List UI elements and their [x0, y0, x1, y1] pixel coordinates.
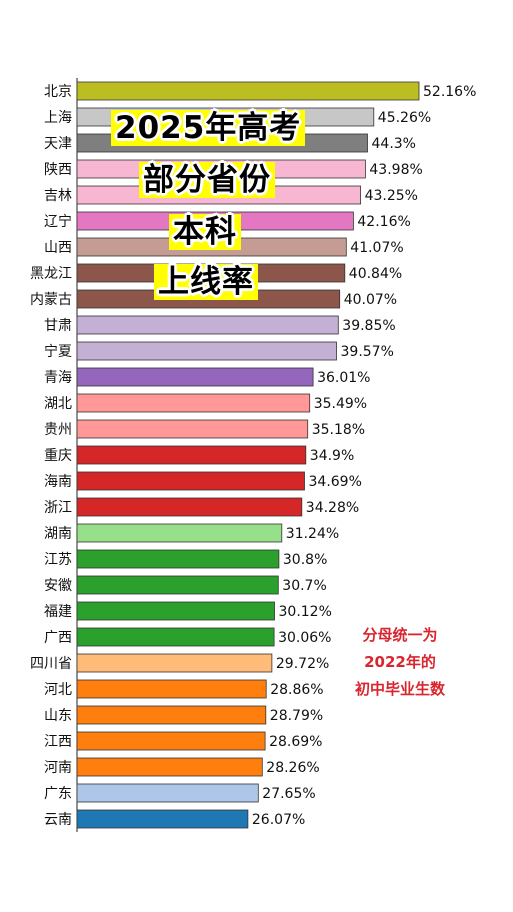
value-label-8: 40.07% [344, 292, 397, 308]
value-label-6: 41.07% [350, 240, 403, 256]
value-label-25: 28.69% [269, 734, 322, 750]
category-label-1: 上海 [44, 110, 72, 126]
category-label-5: 辽宁 [44, 213, 72, 230]
value-label-17: 31.24% [286, 526, 339, 542]
value-label-15: 34.69% [309, 474, 362, 490]
category-label-4: 吉林 [44, 188, 72, 204]
bar-16 [76, 497, 303, 517]
category-label-0: 北京 [44, 84, 72, 100]
category-label-26: 河南 [44, 760, 72, 776]
value-label-10: 39.57% [341, 344, 394, 360]
category-label-20: 福建 [44, 604, 72, 620]
category-label-28: 云南 [44, 812, 72, 828]
annotation-line-2: 2022年的 [364, 653, 436, 671]
value-label-12: 35.49% [314, 396, 367, 412]
bar-20 [76, 601, 275, 621]
bar-28 [76, 809, 249, 829]
category-label-11: 青海 [44, 370, 72, 386]
category-label-18: 江苏 [44, 552, 72, 568]
annotation-line-1: 分母统一为 [362, 626, 438, 644]
bar-18 [76, 549, 280, 569]
category-label-10: 宁夏 [44, 343, 72, 360]
value-label-28: 26.07% [252, 812, 305, 828]
category-label-9: 甘肃 [44, 318, 72, 334]
value-label-26: 28.26% [266, 760, 319, 776]
title-line-3: 本科 [169, 214, 241, 250]
value-label-4: 43.25% [365, 188, 418, 204]
category-label-3: 陕西 [44, 162, 72, 178]
bar-19 [76, 575, 279, 595]
value-label-19: 30.7% [282, 578, 326, 594]
category-label-27: 广东 [44, 786, 72, 802]
category-label-23: 河北 [44, 682, 72, 698]
bar-0 [76, 81, 420, 101]
value-label-22: 29.72% [276, 656, 329, 672]
category-label-24: 山东 [44, 708, 72, 724]
value-label-7: 40.84% [349, 266, 402, 282]
category-label-8: 内蒙古 [30, 292, 72, 308]
bar-27 [76, 783, 259, 803]
bar-10 [76, 341, 337, 361]
bar-24 [76, 705, 267, 725]
value-label-24: 28.79% [270, 708, 323, 724]
category-label-15: 海南 [44, 474, 72, 490]
title-line-2: 部分省份 [139, 162, 275, 198]
category-label-19: 安徽 [44, 578, 72, 594]
bar-23 [76, 679, 267, 699]
title-line-1: 2025年高考 [111, 110, 306, 146]
value-label-5: 42.16% [357, 214, 410, 230]
bar-15 [76, 471, 305, 491]
value-label-1: 45.26% [378, 110, 431, 126]
category-label-25: 江西 [44, 734, 72, 750]
bar-22 [76, 653, 273, 673]
value-label-9: 39.85% [342, 318, 395, 334]
category-label-13: 贵州 [44, 422, 72, 438]
value-label-0: 52.16% [423, 84, 476, 100]
value-label-23: 28.86% [270, 682, 323, 698]
bar-17 [76, 523, 283, 543]
bar-26 [76, 757, 263, 777]
value-label-27: 27.65% [262, 786, 315, 802]
annotation-line-3: 初中毕业生数 [354, 680, 445, 698]
category-label-2: 天津 [44, 136, 72, 152]
category-label-22: 四川省 [30, 656, 72, 672]
value-label-20: 30.12% [279, 604, 332, 620]
bar-11 [76, 367, 314, 387]
value-label-16: 34.28% [306, 500, 359, 516]
bar-13 [76, 419, 309, 439]
value-label-11: 36.01% [317, 370, 370, 386]
value-label-21: 30.06% [278, 630, 331, 646]
bar-21 [76, 627, 275, 647]
category-label-16: 浙江 [44, 500, 72, 516]
bar-9 [76, 315, 339, 335]
category-label-6: 山西 [44, 240, 72, 256]
bar-14 [76, 445, 307, 465]
title-line-4: 上线率 [154, 264, 258, 300]
category-label-7: 黑龙江 [30, 266, 72, 282]
category-label-12: 湖北 [44, 396, 72, 412]
bar-12 [76, 393, 311, 413]
category-label-14: 重庆 [44, 448, 72, 464]
bar-25 [76, 731, 266, 751]
value-label-2: 44.3% [372, 136, 416, 152]
value-label-3: 43.98% [369, 162, 422, 178]
value-label-14: 34.9% [310, 448, 354, 464]
category-label-17: 湖南 [44, 526, 72, 542]
category-label-21: 广西 [44, 630, 72, 646]
value-label-13: 35.18% [312, 422, 365, 438]
value-label-18: 30.8% [283, 552, 327, 568]
